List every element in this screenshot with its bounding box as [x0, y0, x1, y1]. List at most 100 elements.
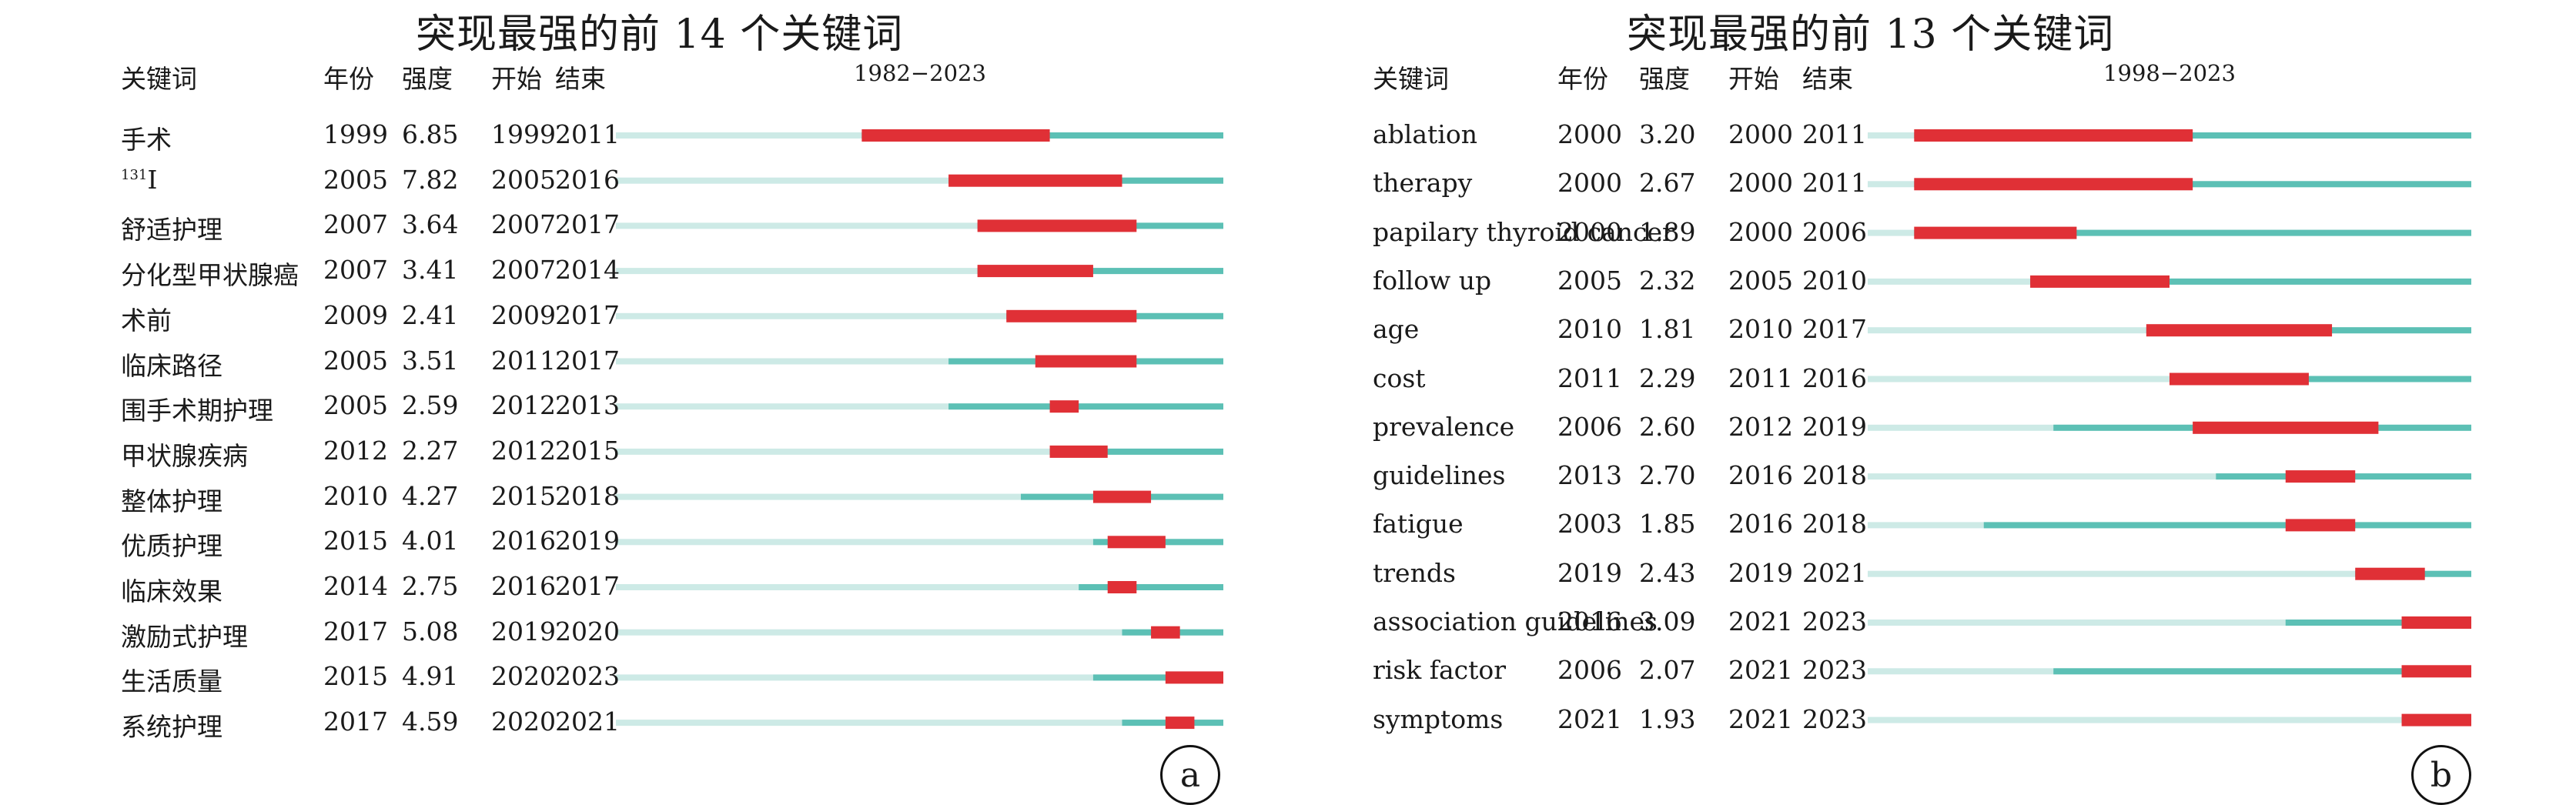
strength-cell: 2.32	[1639, 265, 1696, 296]
year-cell: 2000	[1557, 119, 1622, 149]
burst-bar	[2193, 421, 2379, 434]
active-span-bar	[1914, 229, 2471, 236]
column-header: 关键词	[121, 64, 197, 94]
timeline-bar	[616, 403, 1223, 410]
year-cell: 2000	[1557, 168, 1622, 199]
keyword-label: 激励式护理	[121, 616, 248, 653]
keyword-label: 系统护理	[121, 706, 222, 743]
year-cell: 2012	[323, 435, 388, 466]
keyword-text: symptoms	[1373, 703, 1504, 734]
active-span-bar	[1092, 674, 1223, 681]
begin-cell: 2020	[491, 706, 556, 737]
begin-cell: 2009	[491, 299, 556, 330]
column-header: 结束	[555, 64, 606, 94]
keyword-text: therapy	[1373, 168, 1473, 199]
end-cell: 2021	[1802, 557, 1867, 588]
active-span-bar	[2030, 278, 2471, 285]
burst-bar	[2401, 616, 2471, 629]
burst-bar	[1151, 626, 1180, 639]
end-cell: 2014	[555, 255, 620, 286]
keyword-text: 整体护理	[121, 486, 222, 516]
keyword-label: 手术	[121, 119, 172, 156]
keyword-label: papilary thyroid cancer	[1373, 217, 1674, 247]
keyword-text: papilary thyroid cancer	[1373, 216, 1674, 247]
begin-cell: 2021	[1728, 606, 1793, 636]
burst-panel-b: 突现最强的前 13 个关键词 关键词 年份 强度 开始 结束 1998−2023 ablati…	[1288, 0, 2576, 805]
year-cell: 2006	[1557, 411, 1622, 442]
keyword-text: 围手术期护理	[121, 396, 273, 426]
timeline-bar	[616, 177, 1223, 184]
keyword-text: risk factor	[1373, 655, 1507, 686]
strength-cell: 6.85	[402, 119, 459, 149]
burst-bar	[2401, 665, 2471, 678]
burst-panel-a: 突现最强的前 14 个关键词 关键词 年份 强度 开始 结束 1982−2023 手术 1999…	[0, 0, 1288, 805]
year-cell: 2005	[323, 345, 388, 376]
column-header: 开始	[491, 64, 542, 94]
begin-cell: 2000	[1728, 216, 1793, 247]
panel-label: b	[2411, 745, 2471, 805]
burst-bar	[1165, 716, 1195, 730]
keyword-text: 甲状腺疾病	[121, 440, 248, 471]
timeline-bar	[616, 448, 1223, 455]
keyword-label: trends	[1373, 558, 1456, 588]
keyword-text: 优质护理	[121, 531, 222, 562]
begin-cell: 2000	[1728, 168, 1793, 199]
keyword-text: fatigue	[1373, 509, 1464, 539]
end-cell: 2023	[555, 661, 620, 692]
end-cell: 2018	[1802, 509, 1867, 539]
burst-bars	[616, 129, 1223, 730]
burst-bar	[2285, 519, 2356, 532]
begin-cell: 2005	[491, 164, 556, 195]
timeline-bar	[616, 584, 1223, 590]
year-cell: 2009	[323, 299, 388, 330]
year-cell: 2010	[1557, 314, 1622, 345]
burst-bar	[1914, 226, 2077, 239]
keyword-label: 整体护理	[121, 481, 222, 518]
keyword-text: 系统护理	[121, 712, 222, 743]
year-cell: 2007	[323, 209, 388, 240]
burst-bar	[1914, 129, 2193, 142]
keyword-text: 临床效果	[121, 576, 222, 606]
keyword-label: guidelines	[1373, 460, 1505, 490]
burst-bar	[2355, 567, 2425, 580]
end-cell: 2011	[555, 119, 620, 149]
burst-bar	[2146, 324, 2333, 337]
timeline-bar	[1868, 716, 2471, 723]
end-cell: 2011	[1802, 168, 1867, 199]
year-cell: 2014	[323, 571, 388, 601]
burst-bar	[1165, 671, 1223, 684]
burst-bars	[1868, 129, 2471, 727]
year-cell: 2010	[323, 480, 388, 511]
strength-cell: 2.60	[1639, 411, 1696, 442]
strength-cell: 2.59	[402, 390, 459, 421]
year-cell: 2019	[1557, 557, 1622, 588]
begin-cell: 2019	[491, 616, 556, 646]
end-cell: 2017	[555, 571, 620, 601]
year-cell: 2013	[1557, 460, 1622, 491]
keyword-label: 131I	[121, 165, 157, 195]
keyword-label: therapy	[1373, 168, 1472, 198]
timeline-bar	[616, 539, 1223, 546]
strength-cell: 2.27	[402, 435, 459, 466]
begin-cell: 1999	[491, 119, 556, 149]
strength-cell: 5.08	[402, 616, 459, 646]
column-header: 年份	[323, 64, 374, 94]
keyword-label: 围手术期护理	[121, 390, 273, 427]
column-header: 关键词	[1373, 64, 1449, 94]
keyword-superscript: 131	[121, 166, 148, 183]
year-cell: 2015	[323, 661, 388, 692]
burst-bar	[1914, 178, 2193, 191]
strength-cell: 2.75	[402, 571, 459, 601]
keyword-label: association guidelines	[1373, 606, 1658, 636]
active-span-bar	[2053, 668, 2471, 675]
strength-cell: 3.09	[1639, 606, 1696, 636]
begin-cell: 2011	[491, 345, 556, 376]
year-cell: 2006	[1557, 655, 1622, 686]
burst-bar	[2401, 713, 2471, 727]
end-cell: 2023	[1802, 606, 1867, 636]
strength-cell: 2.07	[1639, 655, 1696, 686]
timeline-bar	[616, 312, 1223, 319]
end-cell: 2016	[1802, 362, 1867, 393]
time-range-label: 1982−2023	[854, 60, 986, 86]
year-cell: 2016	[1557, 606, 1622, 636]
